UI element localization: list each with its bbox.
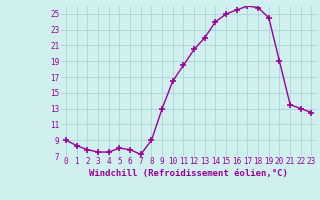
X-axis label: Windchill (Refroidissement éolien,°C): Windchill (Refroidissement éolien,°C) [89,169,288,178]
